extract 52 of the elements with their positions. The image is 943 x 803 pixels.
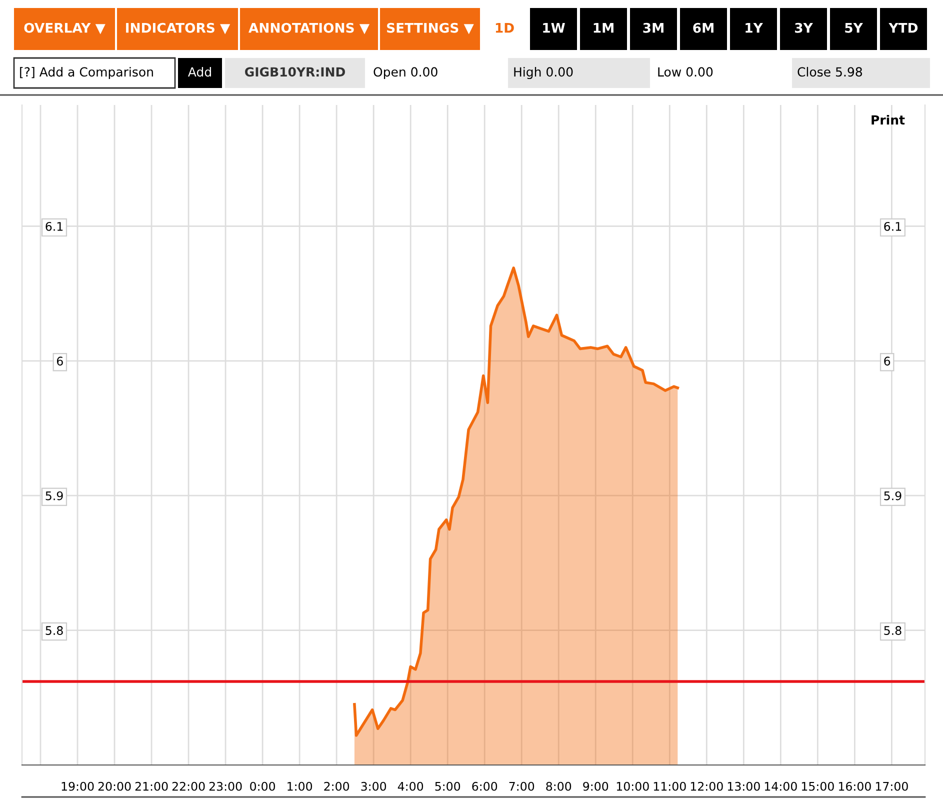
x-tick-label: 13:00 bbox=[728, 782, 760, 791]
x-tick-label: 22:00 bbox=[172, 782, 205, 791]
x-tick-label: 10:00 bbox=[616, 782, 649, 791]
text: GIGB10YR:IND bbox=[244, 67, 345, 77]
x-tick-label: 3:00 bbox=[361, 782, 386, 791]
x-tick-label: 0:00 bbox=[250, 782, 276, 791]
text: 3Y bbox=[795, 22, 813, 33]
text: 1M bbox=[594, 23, 614, 33]
text: Low 0.00 bbox=[658, 67, 713, 77]
y-tick-label: 6.1 bbox=[46, 222, 63, 231]
x-tick-label: 19:00 bbox=[62, 782, 94, 791]
text: ANNOTATIONS ▼ bbox=[248, 22, 370, 34]
text: [?] Add a Comparison bbox=[20, 66, 153, 80]
x-tick-label: 2:00 bbox=[324, 782, 350, 791]
x-tick-label: 7:00 bbox=[509, 782, 534, 791]
y2-tick-label: 5.9 bbox=[884, 491, 902, 500]
x-tick-label: 20:00 bbox=[98, 782, 131, 791]
x-tick-label: 12:00 bbox=[690, 782, 723, 791]
y-tick-label: 5.9 bbox=[46, 491, 63, 500]
text: 1Y bbox=[746, 23, 763, 33]
text: SETTINGS ▼ bbox=[387, 22, 474, 34]
text: High 0.00 bbox=[514, 66, 573, 80]
text: Close 5.98 bbox=[798, 66, 862, 77]
x-tick-label: 11:00 bbox=[654, 782, 686, 791]
text: 6M bbox=[693, 22, 714, 33]
text: Add bbox=[188, 66, 211, 77]
x-tick-label: 17:00 bbox=[876, 782, 908, 791]
x-tick-label: 8:00 bbox=[546, 782, 572, 791]
text: 5Y bbox=[845, 23, 863, 33]
text: 3M bbox=[643, 22, 664, 33]
x-tick-label: 5:00 bbox=[435, 782, 460, 791]
x-tick-label: 15:00 bbox=[802, 782, 834, 791]
x-tick-label: 21:00 bbox=[135, 782, 168, 791]
text: Open 0.00 bbox=[374, 67, 438, 80]
y-tick-label: 6 bbox=[56, 356, 63, 366]
y2-tick-label: 6.1 bbox=[884, 222, 902, 231]
text: INDICATORS ▼ bbox=[126, 22, 230, 34]
annotation: Print bbox=[872, 114, 905, 124]
y2-tick-label: 6 bbox=[884, 356, 890, 366]
x-tick-label: 16:00 bbox=[838, 782, 871, 791]
x-tick-label: 1:00 bbox=[288, 782, 312, 791]
x-tick-label: 9:00 bbox=[583, 782, 608, 791]
x-tick-label: 23:00 bbox=[209, 782, 242, 791]
y2-tick-label: 5.8 bbox=[884, 626, 902, 635]
x-tick-label: 6:00 bbox=[472, 782, 498, 791]
y-tick-label: 5.8 bbox=[46, 626, 63, 635]
text: 1D bbox=[496, 23, 514, 33]
text: 1W bbox=[543, 23, 565, 33]
x-tick-label: 4:00 bbox=[398, 782, 424, 791]
text: YTD bbox=[888, 23, 918, 33]
text: OVERLAY ▼ bbox=[24, 22, 106, 34]
x-tick-label: 14:00 bbox=[764, 782, 797, 791]
